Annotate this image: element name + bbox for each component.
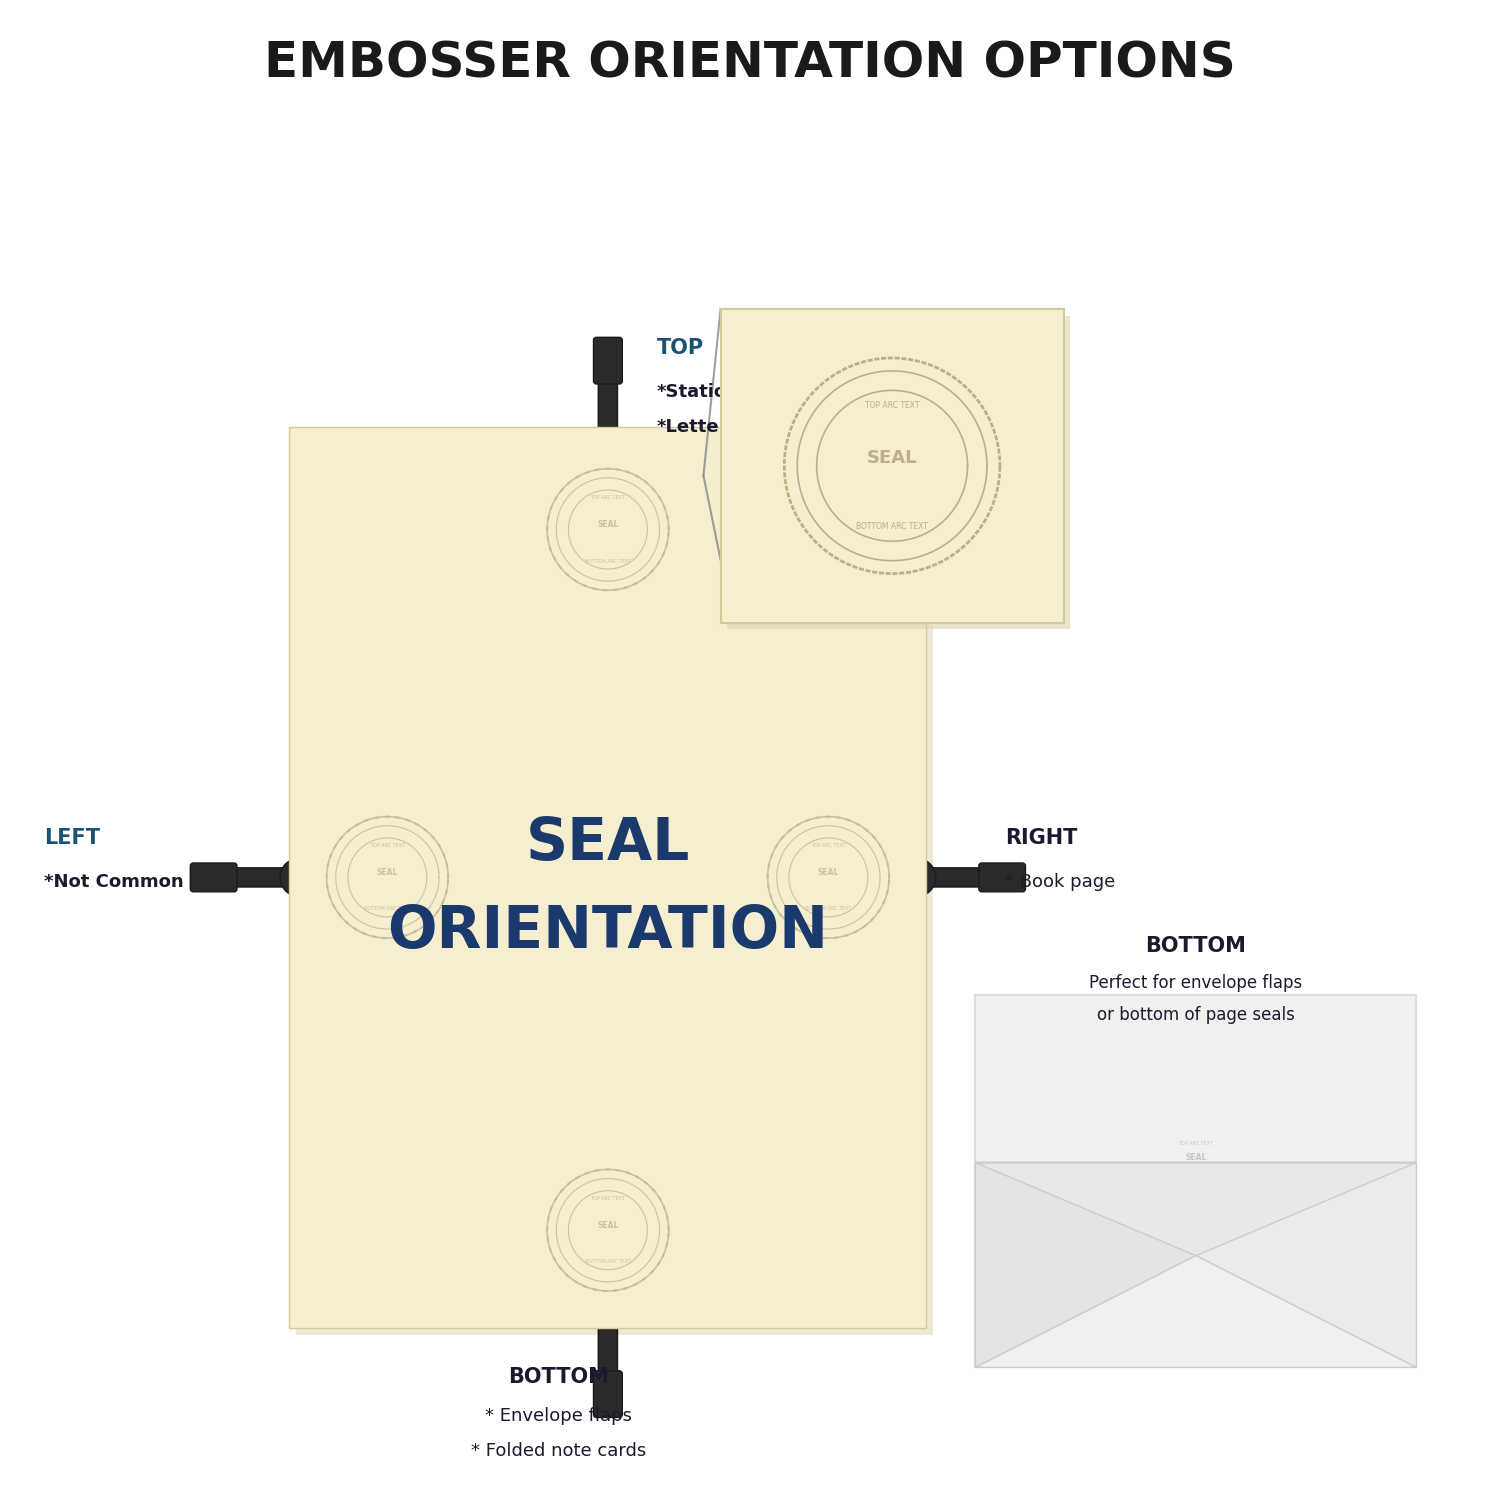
FancyBboxPatch shape bbox=[915, 868, 989, 886]
Circle shape bbox=[280, 858, 318, 897]
Text: TOP ARC TEXT: TOP ARC TEXT bbox=[865, 400, 919, 410]
Text: BOTTOM ARC TEXT: BOTTOM ARC TEXT bbox=[806, 906, 852, 912]
FancyBboxPatch shape bbox=[598, 374, 618, 448]
Text: TOP ARC TEXT: TOP ARC TEXT bbox=[591, 1196, 626, 1202]
Text: EMBOSSER ORIENTATION OPTIONS: EMBOSSER ORIENTATION OPTIONS bbox=[264, 40, 1236, 88]
Text: BOTTOM ARC TEXT: BOTTOM ARC TEXT bbox=[856, 522, 928, 531]
Text: BOTTOM ARC TEXT: BOTTOM ARC TEXT bbox=[585, 1260, 632, 1264]
Text: SEAL: SEAL bbox=[525, 815, 690, 872]
Text: TOP ARC TEXT: TOP ARC TEXT bbox=[591, 495, 626, 501]
Text: *Letterhead: *Letterhead bbox=[657, 417, 778, 435]
Text: SEAL: SEAL bbox=[867, 448, 918, 466]
Text: TOP ARC TEXT: TOP ARC TEXT bbox=[812, 843, 846, 849]
Text: SEAL: SEAL bbox=[818, 868, 839, 877]
FancyBboxPatch shape bbox=[226, 868, 302, 886]
Text: *Stationery: *Stationery bbox=[657, 384, 772, 402]
Text: TOP: TOP bbox=[657, 338, 704, 358]
FancyBboxPatch shape bbox=[1185, 1198, 1208, 1233]
Text: * Book page: * Book page bbox=[1005, 873, 1114, 891]
Text: ORIENTATION: ORIENTATION bbox=[387, 903, 828, 960]
Text: Perfect for envelope flaps: Perfect for envelope flaps bbox=[1089, 974, 1302, 992]
FancyBboxPatch shape bbox=[594, 1371, 622, 1417]
Polygon shape bbox=[975, 1162, 1416, 1311]
FancyBboxPatch shape bbox=[594, 338, 622, 384]
Circle shape bbox=[1182, 1144, 1209, 1172]
Text: BOTTOM: BOTTOM bbox=[1146, 936, 1246, 956]
FancyBboxPatch shape bbox=[728, 316, 1071, 630]
Text: SEAL: SEAL bbox=[597, 520, 618, 530]
Text: SEAL: SEAL bbox=[1185, 1154, 1206, 1162]
Circle shape bbox=[590, 427, 627, 465]
FancyBboxPatch shape bbox=[190, 862, 237, 892]
Text: BOTTOM ARC TEXT: BOTTOM ARC TEXT bbox=[585, 558, 632, 564]
Text: LEFT: LEFT bbox=[45, 828, 100, 848]
Text: BOTTOM ARC TEXT: BOTTOM ARC TEXT bbox=[1173, 1179, 1219, 1185]
FancyBboxPatch shape bbox=[297, 433, 933, 1335]
Text: TOP ARC TEXT: TOP ARC TEXT bbox=[1179, 1140, 1214, 1146]
FancyBboxPatch shape bbox=[980, 862, 1026, 892]
Circle shape bbox=[590, 1290, 627, 1328]
FancyBboxPatch shape bbox=[720, 309, 1064, 622]
Text: * Folded note cards: * Folded note cards bbox=[471, 1442, 646, 1460]
Circle shape bbox=[897, 858, 936, 897]
Polygon shape bbox=[1196, 1162, 1416, 1368]
Text: SEAL: SEAL bbox=[597, 1221, 618, 1230]
Text: *Not Common: *Not Common bbox=[45, 873, 184, 891]
Polygon shape bbox=[975, 1256, 1416, 1368]
Text: BOTTOM: BOTTOM bbox=[509, 1366, 609, 1388]
Polygon shape bbox=[975, 1162, 1196, 1368]
FancyBboxPatch shape bbox=[1188, 1155, 1203, 1208]
FancyBboxPatch shape bbox=[598, 1306, 618, 1380]
Text: * Envelope flaps: * Envelope flaps bbox=[486, 1407, 633, 1425]
Text: SEAL: SEAL bbox=[376, 868, 398, 877]
Text: RIGHT: RIGHT bbox=[1005, 828, 1077, 848]
Text: BOTTOM ARC TEXT: BOTTOM ARC TEXT bbox=[364, 906, 411, 912]
Text: TOP ARC TEXT: TOP ARC TEXT bbox=[370, 843, 405, 849]
FancyBboxPatch shape bbox=[975, 994, 1416, 1368]
FancyBboxPatch shape bbox=[290, 426, 927, 1328]
Text: or bottom of page seals: or bottom of page seals bbox=[1096, 1005, 1294, 1023]
